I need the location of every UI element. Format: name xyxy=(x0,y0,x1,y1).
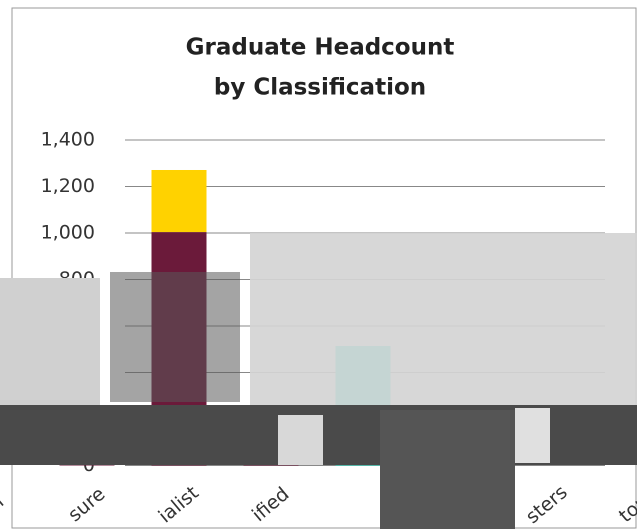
y-tick-label: 1,400 xyxy=(41,129,95,151)
x-tick-label: al xyxy=(0,491,8,519)
glitch-block xyxy=(110,272,240,402)
glitch-block xyxy=(0,278,100,408)
bar xyxy=(151,169,207,233)
chart-title: by Classification xyxy=(214,75,426,101)
chart-title: Graduate Headcount xyxy=(186,35,455,61)
glitch-block xyxy=(380,410,515,529)
y-tick-label: 1,000 xyxy=(41,222,95,244)
render-glitch xyxy=(0,233,637,529)
y-tick-label: 1,200 xyxy=(41,175,95,197)
glitch-block xyxy=(515,408,550,463)
glitch-block xyxy=(250,233,637,408)
glitch-block xyxy=(278,415,323,465)
